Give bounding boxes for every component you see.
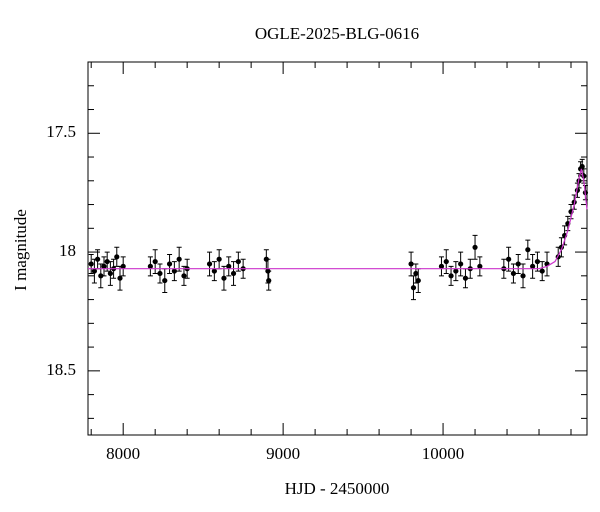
data-point [181,273,187,279]
data-point [114,254,120,260]
data-point [438,263,445,269]
data-point [539,268,545,274]
data-point [91,268,97,274]
data-point [147,263,153,269]
x-tick-label: 8000 [106,444,140,463]
data-point [88,261,94,267]
data-point [458,261,464,267]
data-point [515,261,521,267]
data-point [530,263,536,269]
model-curve [88,168,588,270]
data-point [477,263,483,269]
data-point [221,275,227,281]
x-tick-label: 10000 [422,444,465,463]
data-point [462,275,469,281]
data-point [216,256,222,262]
chart-title: OGLE-2025-BLG-0616 [255,24,419,43]
y-tick-label: 17.5 [46,122,76,141]
data-point [107,270,113,277]
data-point [206,261,213,267]
data-point [117,275,123,281]
data-point [166,261,173,267]
data-point [101,263,107,269]
data-point [157,270,163,277]
data-point [171,268,177,274]
y-tick-label: 18 [59,241,76,260]
data-point [410,285,417,291]
data-point [413,270,419,277]
data-point [152,258,158,265]
data-point [525,247,531,253]
data-point [230,270,237,277]
data-point [94,256,101,262]
data-point [520,273,526,279]
data-point [472,244,478,250]
data-point [415,277,421,284]
data-point [443,258,449,265]
data-point [176,256,182,262]
data-point [448,273,454,279]
data-point [120,263,126,269]
data-point [266,277,272,284]
data-point [104,258,110,265]
y-tick-label: 18.5 [46,360,76,379]
y-axis-label: I magnitude [11,209,30,291]
x-axis-label: HJD - 2450000 [285,479,390,498]
data-point [162,277,168,284]
data-point [534,258,541,265]
x-tick-label: 9000 [266,444,300,463]
data-point [226,263,232,269]
data-point [211,268,217,274]
data-point [408,261,414,267]
data-point [98,273,104,279]
data-point [579,163,585,170]
data-point [235,258,241,265]
data-point [510,270,517,277]
data-point [453,268,459,274]
data-point [506,256,512,262]
plot-frame [87,61,588,436]
